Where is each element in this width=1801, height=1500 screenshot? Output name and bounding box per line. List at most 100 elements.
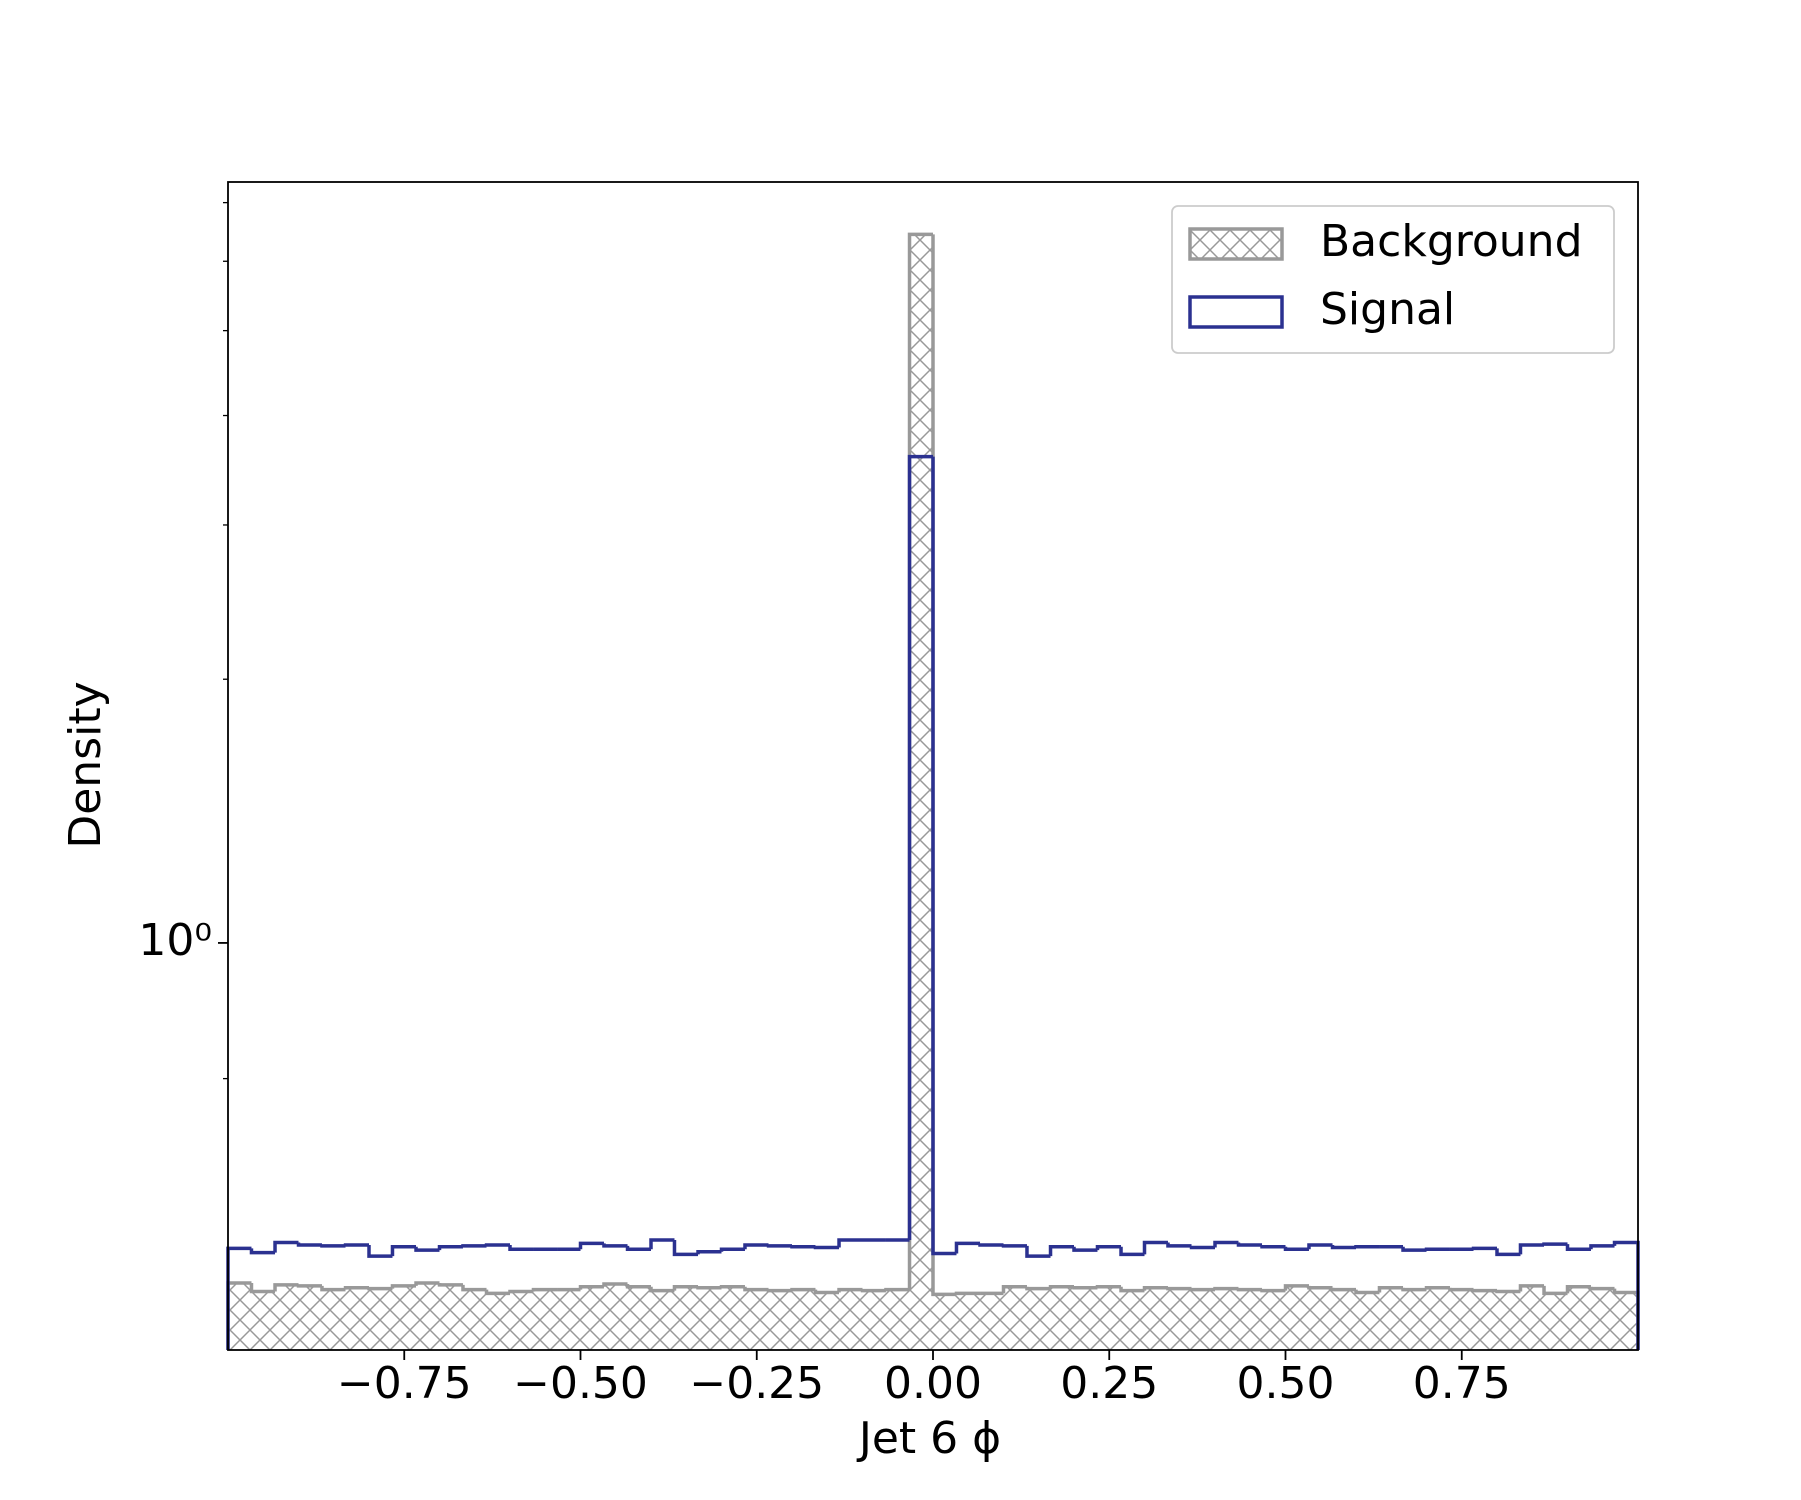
bin-fill [1308,1287,1333,1350]
histogram-bin [766,1244,792,1248]
bin-outline [1283,1284,1309,1291]
bin-fill [1285,1285,1309,1350]
bin-outline [273,1283,299,1292]
bin-outline [1189,1287,1215,1292]
histogram-bin [1471,1288,1497,1350]
histogram-bin [320,1244,346,1248]
histogram-bin [931,456,957,1256]
bin-outline [1119,1246,1145,1257]
bin-fill [862,1290,886,1350]
histogram-bin [1072,1246,1098,1252]
bin-fill [557,1289,581,1350]
x-tick-label: −0.50 [513,1358,648,1409]
histogram-bin [1095,1285,1122,1350]
histogram-bin [343,1285,369,1350]
bin-fill [674,1286,699,1350]
bin-fill [1449,1289,1474,1350]
bin-outline [743,1243,769,1250]
bin-fill [980,1293,1004,1350]
bin-fill [933,1294,957,1350]
bin-outline [461,1244,487,1248]
histogram-bin [508,1289,534,1350]
bin-outline [743,1286,769,1292]
histogram-bin [414,1281,440,1350]
histogram-bin [508,1245,534,1251]
histogram-bin [414,1246,440,1252]
bin-outline [1448,1287,1474,1292]
bin-outline [1354,1289,1380,1295]
histogram-bin [1330,1245,1356,1250]
bin-outline [813,1289,840,1295]
histogram-bin [1025,1286,1051,1350]
bin-fill [1215,1288,1239,1350]
x-tick-label: 0.75 [1413,1358,1511,1409]
histogram-bin [1236,1242,1263,1247]
bin-outline [249,1248,276,1255]
bin-outline [860,1288,886,1293]
bin-outline [1307,1285,1333,1290]
bin-outline [837,1238,863,1248]
histogram-bin [719,1247,745,1252]
histogram-bin [743,1286,769,1350]
bin-outline [1518,1284,1545,1292]
bin-outline [1260,1244,1286,1249]
histogram-bin [1142,1285,1168,1350]
histogram-bin [672,1285,699,1350]
histogram-bin [1565,1285,1591,1350]
bin-outline [437,1244,463,1251]
bin-outline [296,1242,322,1247]
bin-outline [508,1245,534,1251]
histogram-bin [884,1287,910,1350]
bin-outline [813,1245,840,1250]
bin-fill [1121,1290,1145,1350]
bin-fill [1003,1286,1027,1350]
bin-outline [1142,1240,1168,1255]
histogram-bin [296,1242,322,1247]
x-tick-label: 0.00 [884,1358,982,1409]
histogram-bin [1283,1284,1309,1350]
x-tick-label: 0.25 [1060,1358,1158,1409]
histogram-bin [484,1243,510,1247]
bin-fill [1074,1287,1098,1350]
bin-outline [649,1238,675,1250]
histogram-bin [790,1287,816,1350]
bin-outline [1401,1287,1427,1292]
bin-fill [1050,1286,1074,1350]
bin-outline [1471,1288,1497,1293]
bin-outline [437,1283,463,1287]
bin-outline [931,456,957,1256]
histogram-bin [1330,1287,1356,1350]
histogram-bin [249,1283,276,1350]
histogram-bin [461,1244,487,1248]
bin-fill [651,1290,675,1350]
histogram-bin [978,1243,1004,1247]
histogram-bin [1166,1286,1192,1350]
histogram-bin [1260,1288,1286,1350]
bin-fill [228,1283,252,1350]
bin-outline [649,1286,675,1293]
histogram-bin [1424,1247,1450,1251]
histogram-bin [1189,1287,1215,1350]
y-tick-label: 10⁰ [138,915,212,966]
bin-outline [1565,1285,1591,1294]
bin-fill [439,1284,463,1350]
bin-outline [1095,1244,1122,1251]
histogram-bin [649,1238,675,1250]
bin-outline [367,1245,393,1258]
histogram-bin [1354,1289,1380,1350]
bin-fill [416,1283,440,1350]
histogram-bin [1518,1243,1545,1255]
histogram-bin [390,1284,417,1350]
bin-outline [602,1282,628,1287]
histogram-bin [696,1285,722,1350]
bin-outline [1072,1285,1098,1290]
bin-outline [1565,1244,1591,1251]
bin-outline [696,1285,722,1290]
histogram-bin [1401,1287,1427,1350]
histogram-bin [1001,1285,1027,1350]
bin-outline [672,1240,699,1257]
bin-outline [1142,1285,1168,1291]
bin-fill [369,1288,393,1350]
